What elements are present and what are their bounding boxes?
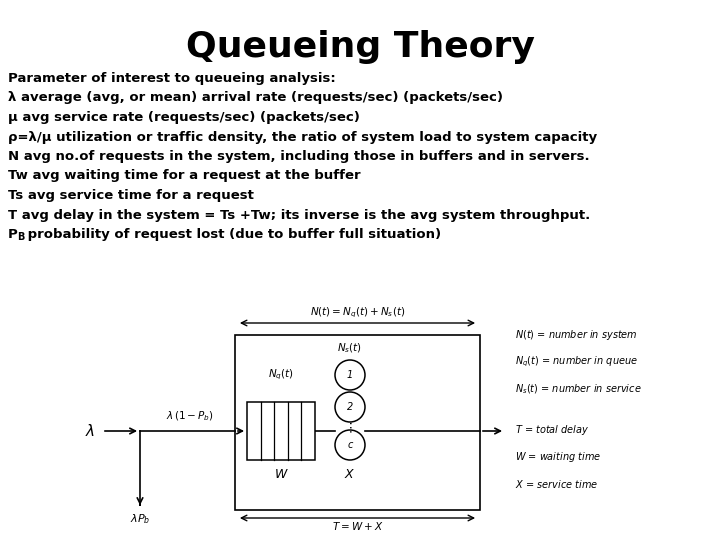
Circle shape (335, 430, 365, 460)
Text: P: P (8, 228, 18, 241)
Text: $N(t)$ = number in system: $N(t)$ = number in system (515, 328, 638, 342)
Text: Parameter of interest to queueing analysis:: Parameter of interest to queueing analys… (8, 72, 336, 85)
Text: λ average (avg, or mean) arrival rate (requests/sec) (packets/sec): λ average (avg, or mean) arrival rate (r… (8, 91, 503, 105)
Text: $N_s(t)$ = number in service: $N_s(t)$ = number in service (515, 382, 642, 396)
Text: μ avg service rate (requests/sec) (packets/sec): μ avg service rate (requests/sec) (packe… (8, 111, 360, 124)
Text: Queueing Theory: Queueing Theory (186, 30, 534, 64)
Text: ⋯: ⋯ (343, 420, 356, 432)
Text: 1: 1 (347, 370, 353, 380)
Text: $\lambda$: $\lambda$ (85, 423, 95, 439)
Circle shape (335, 392, 365, 422)
Text: $N_q(t)$ = number in queue: $N_q(t)$ = number in queue (515, 355, 638, 369)
Text: c: c (347, 440, 353, 450)
Text: $W$: $W$ (274, 468, 289, 481)
Text: probability of request lost (due to buffer full situation): probability of request lost (due to buff… (23, 228, 441, 241)
Text: Tw avg waiting time for a request at the buffer: Tw avg waiting time for a request at the… (8, 170, 361, 183)
Text: 2: 2 (347, 402, 353, 412)
Text: $T = W + X$: $T = W + X$ (332, 520, 383, 532)
Text: $N_s(t)$: $N_s(t)$ (338, 341, 363, 355)
Text: $\lambda\,(1-P_b)$: $\lambda\,(1-P_b)$ (166, 409, 214, 423)
Text: N avg no.of requests in the system, including those in buffers and in servers.: N avg no.of requests in the system, incl… (8, 150, 590, 163)
Text: $T$ = total delay: $T$ = total delay (515, 423, 590, 437)
Text: $W$ = waiting time: $W$ = waiting time (515, 450, 601, 464)
Text: B: B (17, 232, 24, 242)
Text: $N(t) = N_q(t) + N_s(t)$: $N(t) = N_q(t) + N_s(t)$ (310, 306, 405, 320)
Text: $\lambda P_b$: $\lambda P_b$ (130, 512, 150, 526)
Text: $N_q(t)$: $N_q(t)$ (268, 368, 294, 382)
Text: $X$ = service time: $X$ = service time (515, 478, 598, 490)
Bar (235, 335, 480, 510)
Text: T avg delay in the system = Ts +Tw; its inverse is the avg system throughput.: T avg delay in the system = Ts +Tw; its … (8, 208, 590, 221)
Text: ρ=λ/μ utilization or traffic density, the ratio of system load to system capacit: ρ=λ/μ utilization or traffic density, th… (8, 131, 597, 144)
Bar (247, 402, 315, 460)
Text: $X$: $X$ (344, 468, 356, 481)
Text: Ts avg service time for a request: Ts avg service time for a request (8, 189, 254, 202)
Circle shape (335, 360, 365, 390)
